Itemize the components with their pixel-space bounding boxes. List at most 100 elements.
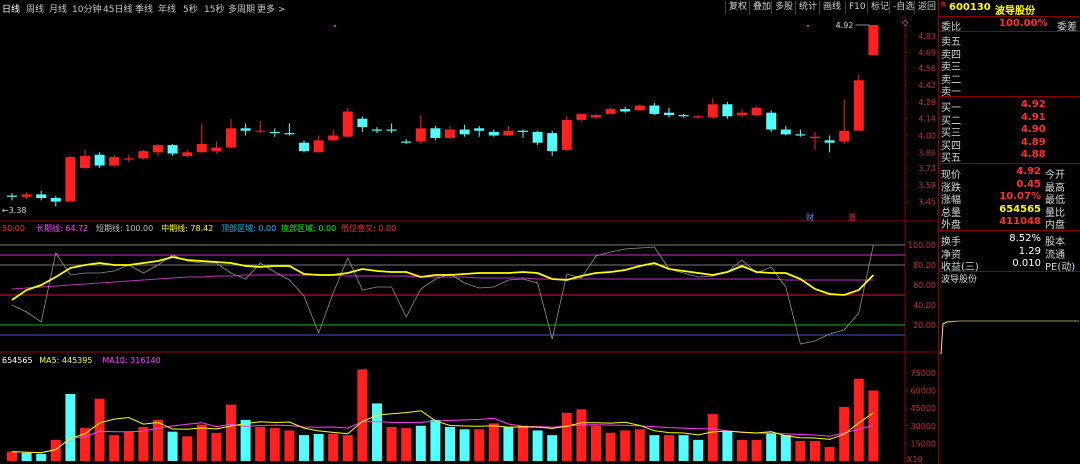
indicator-legend-item: 顶部区域: 0.00 bbox=[221, 223, 276, 233]
volume-axis-label: 60000 bbox=[911, 387, 936, 396]
candle-body-up bbox=[810, 136, 820, 138]
volume-ma5-line bbox=[11, 410, 874, 454]
volume-bar bbox=[7, 451, 17, 461]
candle-body-down bbox=[459, 129, 470, 135]
volume-bar bbox=[196, 424, 207, 461]
candle-body-down bbox=[299, 142, 309, 152]
indicator-legend-item: 50.00 bbox=[2, 224, 25, 233]
candle-body-up bbox=[853, 80, 864, 131]
candle-body-down bbox=[780, 129, 791, 135]
volume-bar bbox=[591, 425, 601, 461]
candle-body-up bbox=[211, 147, 222, 152]
volume-bar bbox=[751, 439, 762, 461]
period-tab-2[interactable]: 月线 bbox=[49, 5, 68, 15]
volume-bar bbox=[255, 426, 266, 461]
period-tab-7[interactable]: 5秒 bbox=[183, 5, 198, 15]
volume-bar bbox=[65, 394, 76, 461]
quote-label-right: 最低 bbox=[1045, 195, 1065, 206]
toolbar-action-7[interactable]: -自选 bbox=[889, 1, 917, 14]
period-tab-6[interactable]: 年线 bbox=[158, 5, 177, 15]
volume-bar bbox=[138, 426, 149, 461]
sell-level-label: 卖四 bbox=[941, 49, 961, 61]
candle-body-down bbox=[488, 131, 499, 136]
toolbar-action-4[interactable]: 画线 bbox=[819, 1, 844, 14]
candle-body-down bbox=[240, 128, 251, 131]
price-axis-label: 3.86 bbox=[918, 148, 936, 157]
price-axis-label: 3.59 bbox=[918, 181, 936, 190]
volume-legend-item: 654565 bbox=[2, 356, 33, 365]
quote-label: 总量 bbox=[941, 207, 961, 219]
quote2-label-right: 流通 bbox=[1045, 249, 1065, 261]
toolbar-action-5[interactable]: F10 bbox=[845, 1, 869, 14]
quote-label: 现价 bbox=[941, 170, 961, 181]
volume-bar bbox=[167, 431, 178, 461]
mini-intraday-chart[interactable] bbox=[939, 284, 1080, 464]
indicator-axis-label: 20.00 bbox=[913, 321, 936, 330]
volume-legend-item: MA5: 445395 bbox=[39, 356, 92, 365]
volume-bar bbox=[737, 439, 747, 461]
toolbar-action-0[interactable]: 复权 bbox=[725, 1, 750, 14]
toolbar-action-6[interactable]: 标记 bbox=[867, 1, 892, 14]
buy-level-price: 4.89 bbox=[1021, 136, 1046, 148]
candle-body-up bbox=[80, 155, 90, 168]
quote-label-right: 最高 bbox=[1045, 182, 1065, 194]
volume-bar bbox=[94, 398, 105, 461]
volume-bar bbox=[401, 428, 412, 461]
candle-body-down bbox=[620, 109, 631, 112]
toolbar-action-1[interactable]: 叠加 bbox=[749, 1, 774, 14]
marker-dot bbox=[807, 25, 809, 27]
quote-value: 0.45 bbox=[1016, 178, 1041, 190]
volume-bar bbox=[240, 419, 251, 461]
toolbar-action-2[interactable]: 多股 bbox=[771, 1, 796, 14]
indicator-axis-label: 60.00 bbox=[913, 281, 936, 290]
candle-body-up bbox=[123, 158, 134, 160]
chart-area[interactable]: 4.83 4.69 4.56 4.42 4.28 4.14 4.00 3.86 3.73 3.59… bbox=[0, 15, 938, 464]
period-tab-5[interactable]: 季线 bbox=[135, 5, 154, 15]
quote2-label-right: 股本 bbox=[1045, 237, 1065, 248]
divider bbox=[939, 31, 1080, 32]
candle-body-up bbox=[445, 129, 455, 138]
candle-body-up bbox=[342, 111, 353, 137]
volume-bar bbox=[518, 425, 528, 461]
candle-body-up bbox=[751, 107, 762, 116]
price-axis-label: 4.28 bbox=[918, 98, 936, 107]
price-axis-label: 3.73 bbox=[918, 164, 936, 173]
volume-bar bbox=[445, 426, 455, 461]
period-tab-9[interactable]: 多周期 bbox=[228, 5, 256, 15]
volume-legend-item: MA10: 316140 bbox=[102, 356, 160, 365]
sell-level-label: 卖二 bbox=[941, 74, 961, 86]
volume-bar bbox=[459, 429, 470, 461]
price-axis-label: 4.83 bbox=[918, 32, 936, 41]
period-tab-1[interactable]: 周线 bbox=[26, 5, 45, 15]
candle-body-down bbox=[678, 115, 689, 117]
candle-body-down bbox=[269, 131, 280, 134]
stock-code-prefix: R bbox=[941, 1, 946, 9]
sell-level-label: 卖三 bbox=[941, 62, 961, 73]
period-tab-10[interactable]: 更多 > bbox=[257, 5, 286, 15]
candle-body-up bbox=[737, 112, 747, 116]
volume-bar bbox=[269, 428, 280, 461]
candle-body-up bbox=[576, 113, 587, 120]
volume-bar bbox=[474, 429, 485, 461]
volume-bar bbox=[649, 435, 660, 461]
volume-bar bbox=[503, 426, 514, 461]
period-tab-4[interactable]: 45日线 bbox=[103, 5, 133, 15]
buy-level-price: 4.90 bbox=[1021, 124, 1046, 135]
toolbar-action-8[interactable]: 返回 bbox=[914, 1, 939, 14]
event-tag-limit-up: 涨 bbox=[848, 212, 856, 222]
volume-axis-label: 45000 bbox=[911, 404, 936, 413]
divider bbox=[939, 271, 1080, 272]
candle-body-down bbox=[401, 141, 412, 143]
volume-bar bbox=[415, 425, 426, 461]
period-tab-0[interactable]: 日线 bbox=[2, 5, 21, 15]
candle-body-down bbox=[50, 197, 61, 202]
toolbar-action-3[interactable]: 统计 bbox=[795, 1, 820, 14]
price-axis-label: 4.14 bbox=[918, 115, 936, 124]
period-tab-3[interactable]: 10分钟 bbox=[72, 5, 102, 15]
volume-bar bbox=[766, 432, 777, 461]
period-tab-8[interactable]: 15秒 bbox=[204, 5, 225, 15]
volume-bar bbox=[664, 435, 674, 461]
buy-level-price: 4.88 bbox=[1021, 149, 1046, 160]
candle-body-up bbox=[839, 130, 850, 142]
volume-bar bbox=[284, 430, 295, 461]
